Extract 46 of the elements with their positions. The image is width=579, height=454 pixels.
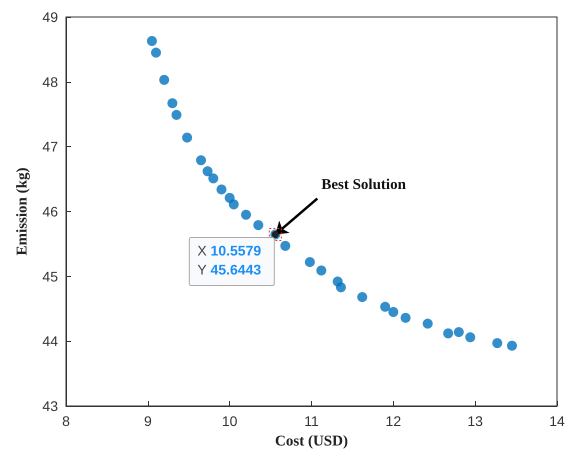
x-tick-label: 13 — [467, 413, 484, 429]
point — [202, 166, 213, 176]
point — [167, 98, 178, 108]
y-tick-label: 44 — [42, 333, 58, 350]
x-tick-label: 11 — [304, 413, 319, 429]
point — [465, 332, 476, 342]
x-tick-label: 14 — [549, 413, 565, 429]
annotation: Y 45.6443 — [197, 262, 262, 278]
point — [380, 302, 390, 312]
point — [357, 292, 368, 302]
point — [196, 155, 206, 166]
point — [151, 48, 162, 58]
point — [388, 306, 398, 317]
y-tick-label: 43 — [42, 398, 58, 414]
annotation: X 10.5579 — [197, 242, 262, 259]
point — [304, 257, 315, 268]
point — [336, 282, 346, 292]
y-tick-label: 48 — [42, 74, 58, 90]
y-tick-label: 49 — [42, 9, 58, 25]
y-tick-label: 46 — [42, 204, 58, 220]
point — [146, 36, 157, 46]
point — [171, 110, 182, 120]
x-axis-title: Cost (USD) — [275, 434, 348, 450]
point — [316, 266, 326, 276]
y-axis-title: Emission (kg) — [14, 168, 30, 256]
point — [241, 210, 252, 220]
y-tick-label: 45 — [42, 268, 58, 284]
x-tick-label: 9 — [144, 413, 152, 429]
point — [422, 318, 433, 329]
point — [208, 173, 218, 184]
y-tick-label: 47 — [42, 138, 58, 155]
x-tick-label: 8 — [62, 413, 70, 429]
point — [507, 340, 517, 351]
point — [182, 132, 192, 143]
point — [280, 240, 290, 251]
point — [159, 74, 170, 85]
point — [400, 312, 411, 323]
x-tick-label: 12 — [386, 413, 402, 429]
point — [443, 328, 454, 338]
point — [492, 338, 502, 348]
point — [253, 220, 264, 230]
annotation: Best Solution — [321, 177, 407, 194]
point — [228, 199, 239, 210]
x-tick-label: 10 — [222, 413, 238, 429]
point — [216, 184, 226, 194]
point — [454, 327, 464, 338]
